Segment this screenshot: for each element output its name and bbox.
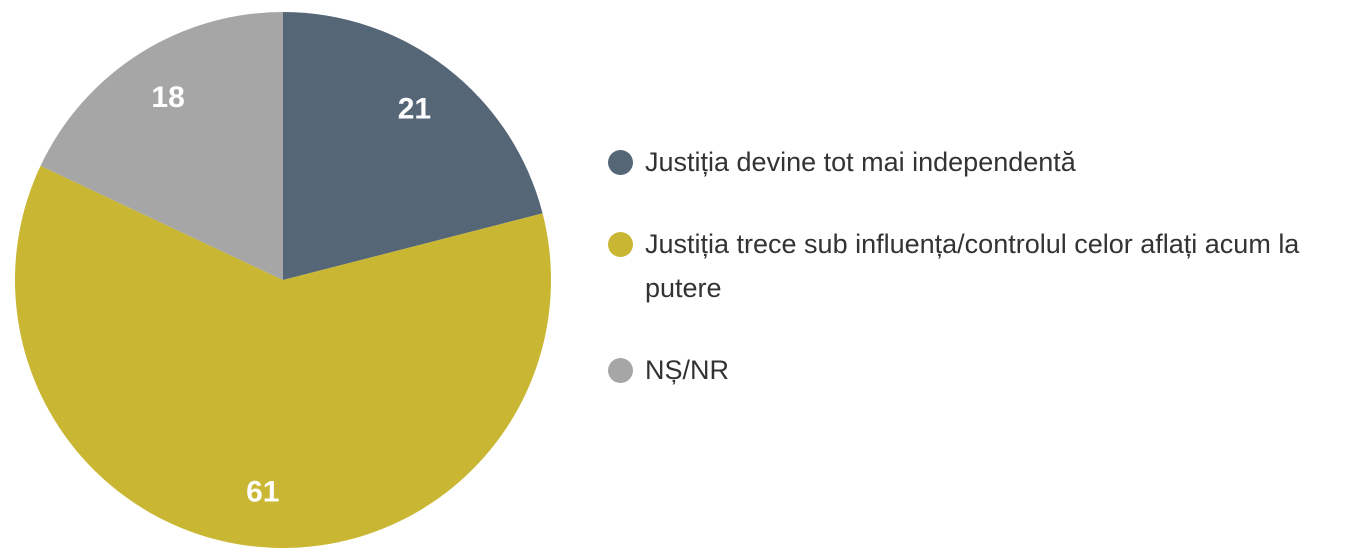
pie-slice — [283, 12, 543, 280]
legend: Justiția devine tot mai independentă Just… — [608, 140, 1363, 430]
pie-slice — [40, 12, 284, 280]
legend-item: NȘ/NR — [608, 348, 1363, 392]
pie-chart: 21 61 18 — [15, 12, 551, 548]
legend-label: NȘ/NR — [645, 355, 730, 385]
slice-label: 61 — [246, 475, 279, 508]
pie-slice — [15, 165, 551, 548]
slice-label: 21 — [398, 93, 431, 126]
slice-label: 18 — [151, 81, 184, 114]
legend-swatch — [608, 358, 633, 383]
legend-label: Justiția trece sub influența/controlul c… — [645, 229, 1300, 303]
legend-item: Justiția trece sub influența/controlul c… — [608, 222, 1363, 310]
legend-swatch — [608, 232, 633, 257]
legend-swatch — [608, 150, 633, 175]
legend-label: Justiția devine tot mai independentă — [645, 147, 1076, 177]
legend-item: Justiția devine tot mai independentă — [608, 140, 1363, 184]
